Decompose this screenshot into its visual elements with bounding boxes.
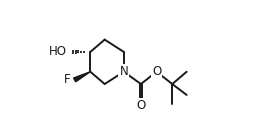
Polygon shape (74, 72, 90, 82)
Text: N: N (119, 65, 128, 78)
Text: O: O (136, 99, 145, 112)
Text: HO: HO (49, 45, 67, 58)
Text: O: O (152, 65, 161, 78)
Text: F: F (64, 73, 71, 86)
